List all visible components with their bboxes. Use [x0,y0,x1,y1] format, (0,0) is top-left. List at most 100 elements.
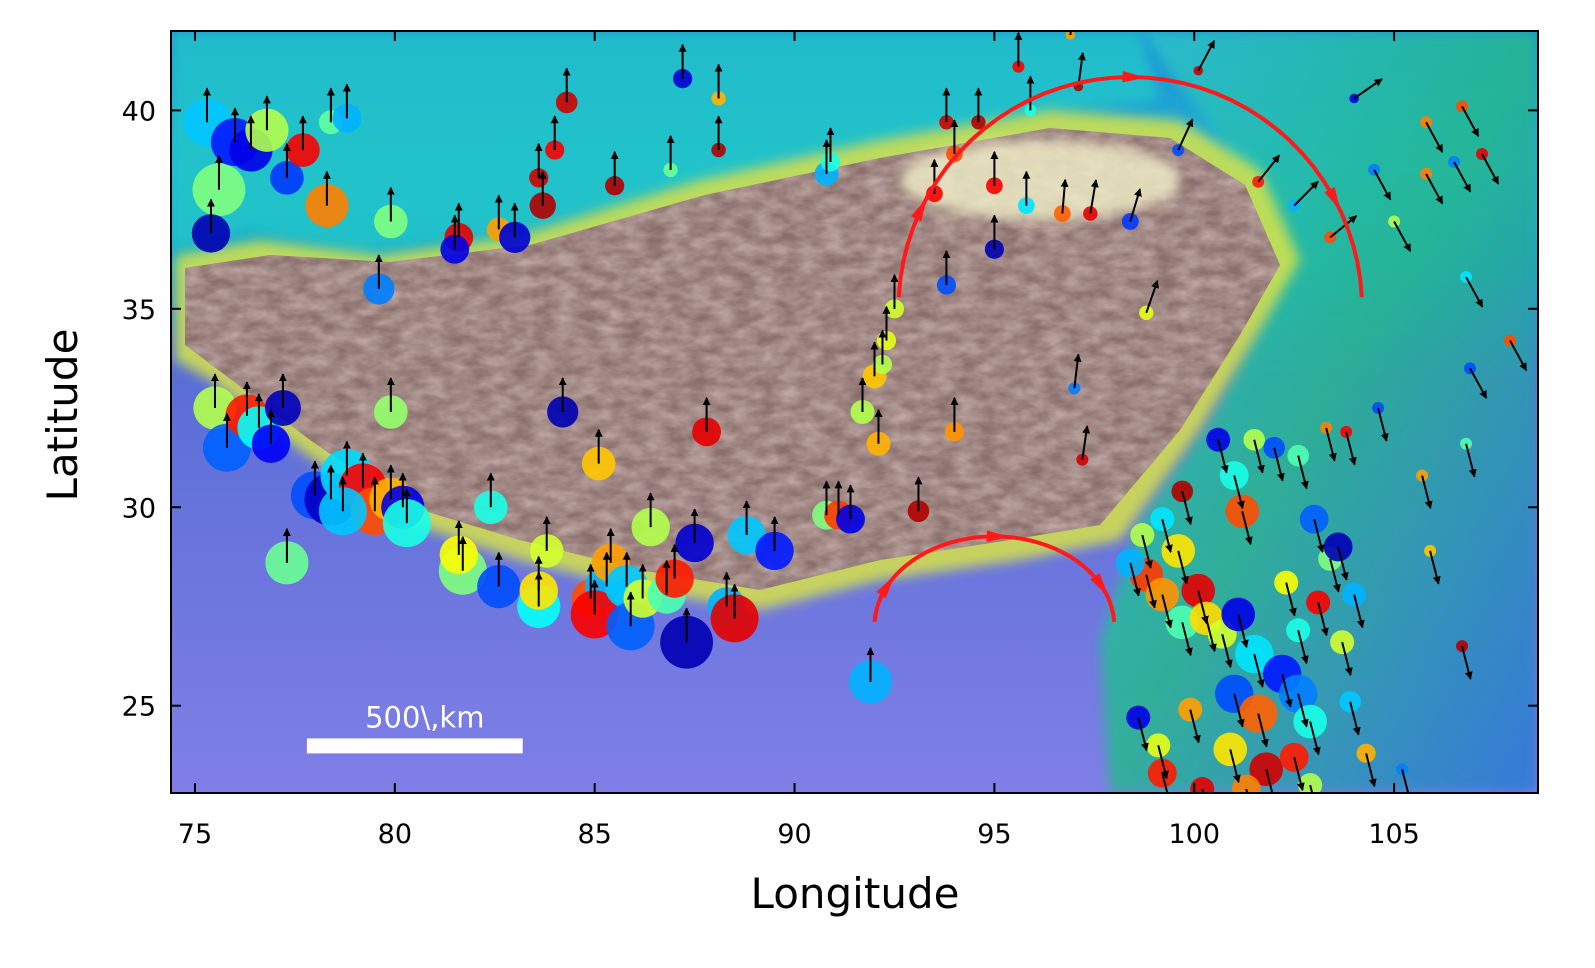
velocity-arrow [1353,78,1383,100]
velocity-arrow [1373,169,1392,201]
velocity-arrow [1161,594,1173,629]
velocity-arrow [1060,178,1069,214]
velocity-arrow [1129,562,1141,597]
gps-station-marker [547,396,579,428]
x-axis-title: Longitude [751,869,960,918]
velocity-arrow [1069,31,1072,36]
rotation-arc-arrowhead [1090,573,1109,596]
velocity-arrow [1177,118,1194,151]
velocity-arrow [1353,594,1365,629]
velocity-arrow [1309,721,1321,756]
velocity-arrow [1181,491,1193,526]
gps-station-marker [1287,444,1309,467]
velocity-arrow [1217,439,1229,474]
velocity-arrow [1297,630,1309,664]
velocity-arrow [1297,693,1309,728]
velocity-arrow [1469,367,1488,399]
velocity-arrow [1377,407,1389,442]
velocity-arrow [1253,439,1265,474]
velocity-arrow [1297,455,1309,490]
gps-station-marker [1243,428,1266,451]
velocity-arrow [1229,749,1241,784]
velocity-arrow [1453,161,1472,193]
qaidam-basin [900,140,1180,220]
y-axis-title: Latitude [38,329,87,502]
velocity-arrow [1425,173,1444,205]
scale-bar-label: 500\,km [365,700,484,734]
velocity-arrow [1233,475,1245,510]
velocity-arrow [1253,653,1265,688]
velocity-arrow [1089,179,1099,214]
scale-bar: 500\,km [306,700,523,754]
axis-ticks: 75 80 85 90 95 100 105 25 30 35 40 [122,31,1538,850]
gps-station-marker [545,140,565,160]
velocity-arrow [1421,475,1433,510]
velocity-arrow [1425,121,1444,153]
gps-station-marker [985,177,1003,195]
velocity-arrow [1325,427,1337,462]
velocity-arrow [1349,701,1361,736]
velocity-arrow [1265,768,1274,793]
velocity-arrow [1189,709,1201,744]
x-tick-label: 90 [777,819,811,850]
x-tick-label: 80 [378,819,412,850]
gps-station-marker [1263,436,1285,459]
plateau-relief [185,128,1280,590]
velocity-arrow [1329,215,1358,239]
velocity-arrow [1481,153,1500,185]
rotation-arc-arrowhead [1324,186,1341,211]
gps-station-marker [1293,704,1327,739]
northern-basin [171,31,1160,250]
velocity-arrow [1341,641,1353,676]
velocity-arrow [1237,614,1249,649]
velocity-arrow [1233,693,1245,728]
x-tick-label: 95 [977,819,1011,850]
gps-station-marker [1065,31,1076,40]
gps-station-marker [439,535,478,575]
velocity-arrow [1145,574,1157,609]
gps-station-marker [1190,777,1215,793]
velocity-arrow [1197,590,1209,625]
velocity-arrow [1073,353,1082,389]
velocity-arrow [1281,673,1293,708]
velocity-arrow [1141,534,1153,569]
velocity-arrow [1205,618,1217,653]
velocity-arrow [1081,425,1091,460]
rotation-arc-arrowhead [910,197,927,222]
velocity-arrow [1145,279,1159,314]
velocity-arrow [1429,550,1441,585]
plot-frame [170,30,1539,794]
rotation-arc-arrowhead [876,575,895,599]
velocity-arrow [1293,180,1319,207]
rotation-arc-arrowhead [986,530,1011,542]
velocity-arrow [1401,768,1410,793]
velocity-arrow [1161,518,1173,553]
velocity-arrow [1177,550,1189,585]
velocity-arrow [1285,582,1297,617]
velocity-arrow [1197,39,1216,72]
gps-station-marker [270,161,304,195]
velocity-arrow [1257,713,1269,748]
velocity-arrow [1241,510,1253,545]
y-tick-label: 30 [122,493,156,524]
velocity-arrow [1181,622,1193,657]
velocity-arrow [1129,188,1142,222]
map-plot-area [171,31,1538,793]
y-tick-label: 25 [122,692,156,723]
gps-station-marker [1249,752,1283,786]
gps-station-marker [1225,494,1260,529]
velocity-arrow [1337,546,1349,581]
velocity-arrow [1461,645,1473,680]
velocity-arrow [1313,518,1325,553]
velocity-arrow [1157,745,1169,780]
velocity-arrow [1345,431,1357,466]
velocity-arrow [1329,558,1341,593]
y-tick-label: 35 [122,295,156,326]
x-tick-label: 105 [1368,819,1420,850]
velocity-arrow [1461,105,1480,137]
velocity-vectors [202,31,1528,793]
velocity-arrow [1221,634,1233,668]
velocity-arrow [1309,784,1314,793]
velocity-arrow [1137,717,1149,752]
